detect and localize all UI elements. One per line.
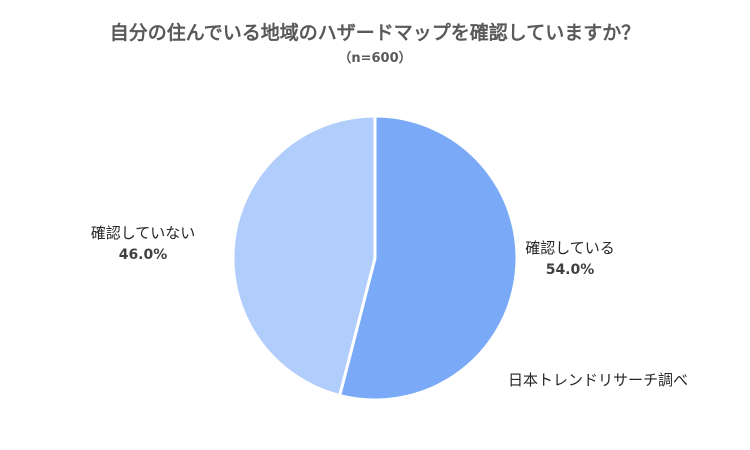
chart-title: 自分の住んでいる地域のハザードマップを確認していますか？	[109, 22, 641, 44]
pie-slice-checked	[338, 114, 519, 402]
slice-label-not-checked: 確認していない 46.0%	[78, 222, 208, 266]
pie-slice-not-checked	[231, 114, 377, 398]
slice-label-checked-value: 54.0%	[545, 262, 595, 278]
source-note: 日本トレンドリサーチ調べ	[508, 371, 689, 389]
slice-label-not-checked-value: 46.0%	[118, 247, 168, 263]
chart-subtitle: （n=600）	[338, 51, 412, 66]
slice-label-checked: 確認している 54.0%	[510, 237, 630, 281]
pie-slices	[231, 114, 519, 402]
slice-label-not-checked-name: 確認していない	[90, 224, 196, 242]
slice-label-checked-name: 確認している	[525, 239, 615, 257]
